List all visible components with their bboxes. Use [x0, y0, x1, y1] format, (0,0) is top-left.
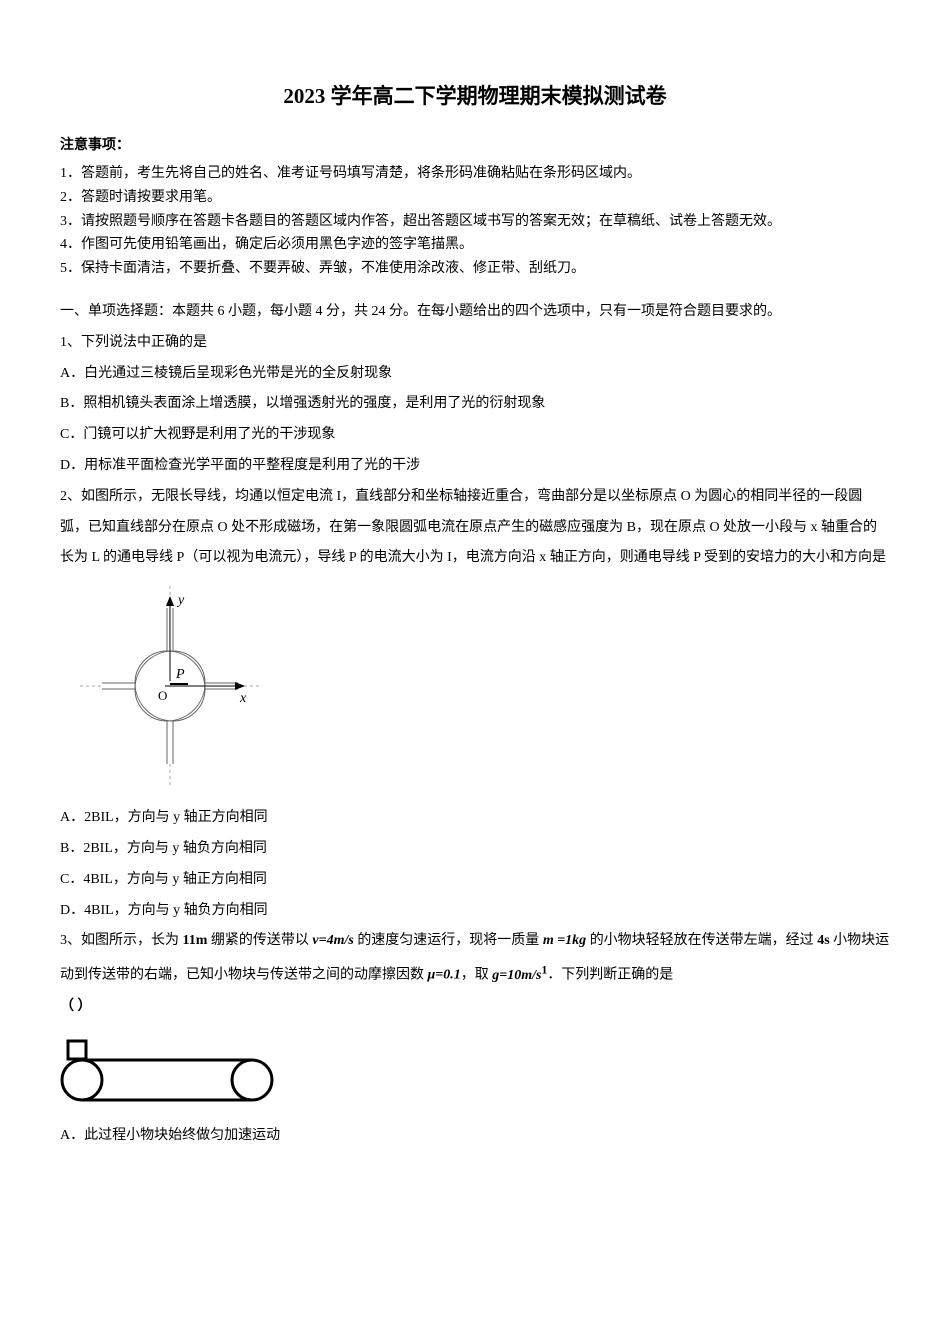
- q3-figure: [60, 1034, 890, 1109]
- page-title: 2023 学年高二下学期物理期末模拟测试卷: [60, 80, 890, 110]
- notice-heading: 注意事项：: [60, 134, 890, 154]
- q1-option-a: A．白光通过三棱镜后呈现彩色光带是光的全反射现象: [60, 359, 890, 390]
- q1-option-c: C．门镜可以扩大视野是利用了光的干涉现象: [60, 420, 890, 451]
- q3-stem-10: ，取: [461, 968, 493, 983]
- q2-stem: 2、如图所示，无限长导线，均通以恒定电流 I，直线部分和坐标轴接近重合，弯曲部分…: [60, 482, 890, 574]
- q2-option-d: D．4BIL，方向与 y 轴负方向相同: [60, 896, 890, 927]
- q2-option-b: B．2BIL，方向与 y 轴负方向相同: [60, 834, 890, 865]
- q2-option-a: A．2BIL，方向与 y 轴正方向相同: [60, 803, 890, 834]
- notice-item-2: 2．答题时请按要求用笔。: [60, 186, 890, 210]
- q3-stem-1: 11m: [183, 933, 208, 948]
- q3-stem-11: g=10m/s: [492, 968, 541, 983]
- notice-item-3: 3．请按照题号顺序在答题卡各题目的答题区域内作答，超出答题区域书写的答案无效；在…: [60, 210, 890, 234]
- q2-p-label: P: [175, 667, 185, 682]
- q2-option-c: C．4BIL，方向与 y 轴正方向相同: [60, 865, 890, 896]
- q3-paren: （ ）: [60, 992, 890, 1023]
- section-1-heading: 一、单项选择题：本题共 6 小题，每小题 4 分，共 24 分。在每小题给出的四…: [60, 297, 890, 328]
- notice-item-4: 4．作图可先使用铅笔画出，确定后必须用黑色字迹的签字笔描黑。: [60, 233, 890, 257]
- q3-stem-7: 4s: [817, 933, 829, 948]
- q3-stem-3: v=4m/s: [312, 933, 353, 948]
- q3-option-a: A．此过程小物块始终做匀加速运动: [60, 1121, 890, 1152]
- q2-o-label: O: [158, 688, 167, 703]
- q3-stem: 3、如图所示，长为 11m 绷紧的传送带以 v=4m/s 的速度匀速运行，现将一…: [60, 926, 890, 991]
- q3-figure-svg: [60, 1034, 280, 1104]
- q2-x-label: x: [239, 691, 247, 706]
- notice-item-1: 1．答题前，考生先将自己的姓名、准考证号码填写清楚，将条形码准确粘贴在条形码区域…: [60, 162, 890, 186]
- q3-stem-13: ．下列判断正确的是: [547, 968, 673, 983]
- q2-figure: y x P O: [80, 586, 890, 791]
- q3-stem-9: μ=0.1: [428, 968, 461, 983]
- q3-stem-4: 的速度匀速运行，现将一质量: [354, 933, 543, 948]
- notice-item-5: 5．保持卡面清洁，不要折叠、不要弄破、弄皱，不准使用涂改液、修正带、刮纸刀。: [60, 257, 890, 281]
- q3-stem-5: m =1kg: [543, 933, 586, 948]
- q1-stem: 1、下列说法中正确的是: [60, 328, 890, 359]
- q3-stem-2: 绷紧的传送带以: [207, 933, 312, 948]
- q1-option-d: D．用标准平面检查光学平面的平整程度是利用了光的干涉: [60, 451, 890, 482]
- q2-figure-svg: y x P O: [80, 586, 260, 786]
- q3-stem-6: 的小物块轻轻放在传送带左端，经过: [586, 933, 817, 948]
- q1-option-b: B．照相机镜头表面涂上增透膜，以增强透射光的强度，是利用了光的衍射现象: [60, 389, 890, 420]
- q2-y-label: y: [176, 593, 185, 608]
- q3-stem-0: 3、如图所示，长为: [60, 933, 183, 948]
